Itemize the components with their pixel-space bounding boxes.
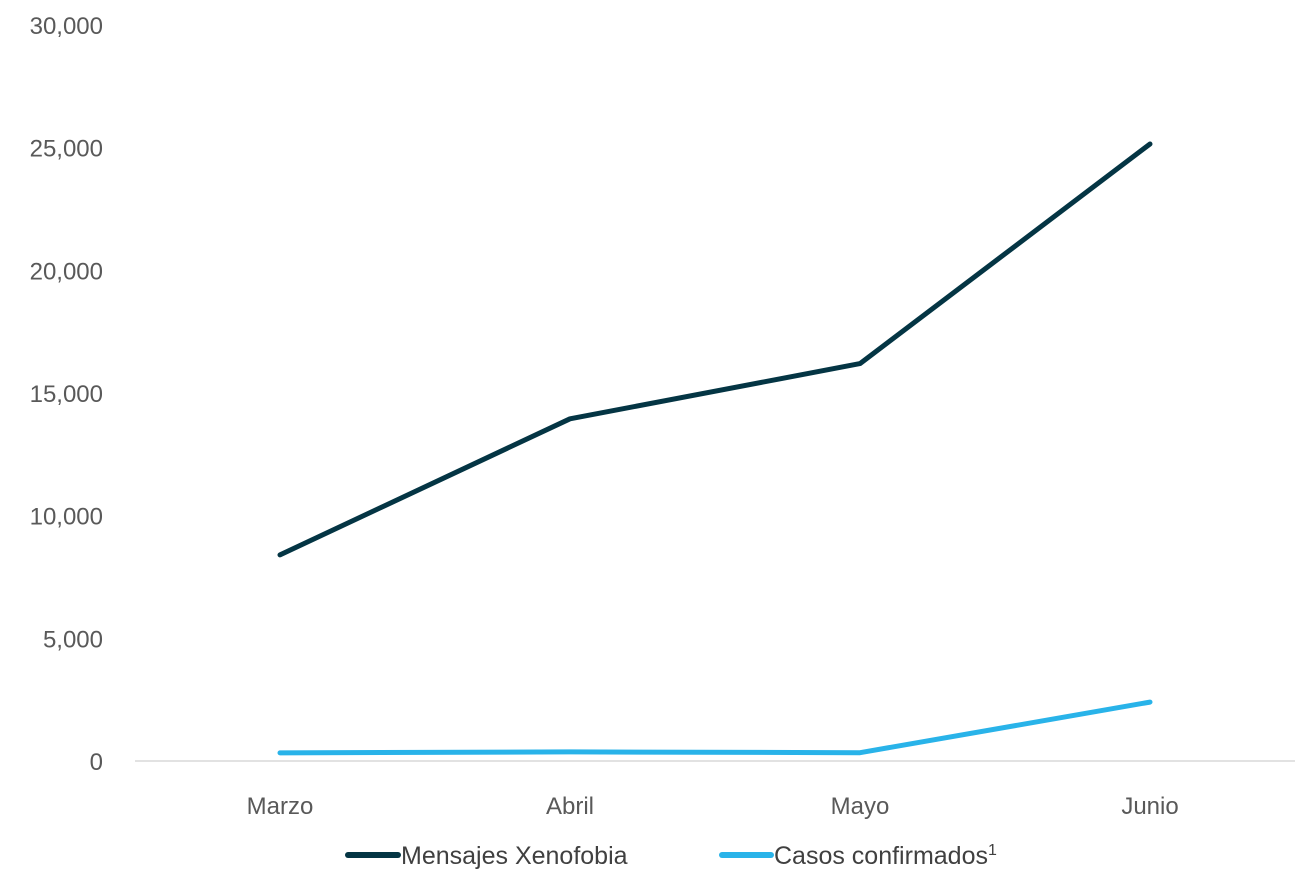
x-tick-label: Abril bbox=[546, 793, 594, 820]
y-tick-label: 10,000 bbox=[30, 504, 103, 531]
legend-label-mensajes-xenofobia: Mensajes Xenofobia bbox=[401, 842, 628, 870]
legend-label-casos-confirmados: Casos confirmados1 bbox=[774, 842, 997, 870]
y-tick-label: 0 bbox=[90, 749, 103, 776]
legend-label-casos-confirmados-text: Casos confirmados bbox=[774, 842, 988, 870]
y-tick-label: 30,000 bbox=[30, 13, 103, 40]
y-tick-label: 20,000 bbox=[30, 258, 103, 285]
y-tick-label: 25,000 bbox=[30, 136, 103, 163]
y-tick-label: 15,000 bbox=[30, 381, 103, 408]
x-tick-label: Mayo bbox=[831, 793, 890, 820]
series-line-casos-confirmados bbox=[277, 699, 1153, 756]
x-tick-label: Junio bbox=[1121, 793, 1178, 820]
legend-label-casos-confirmados-sup: 1 bbox=[988, 842, 997, 859]
x-tick-label: Marzo bbox=[247, 793, 314, 820]
y-axis-ticks: 0 5,000 10,000 15,000 20,000 25,000 30,000 bbox=[30, 13, 103, 776]
series-line-mensajes-xenofobia bbox=[277, 141, 1153, 558]
series-lines bbox=[277, 141, 1153, 756]
y-tick-label: 5,000 bbox=[43, 626, 103, 653]
x-axis-ticks: Marzo Abril Mayo Junio bbox=[247, 793, 1179, 820]
legend: Mensajes Xenofobia Casos confirmados1 bbox=[345, 842, 997, 870]
